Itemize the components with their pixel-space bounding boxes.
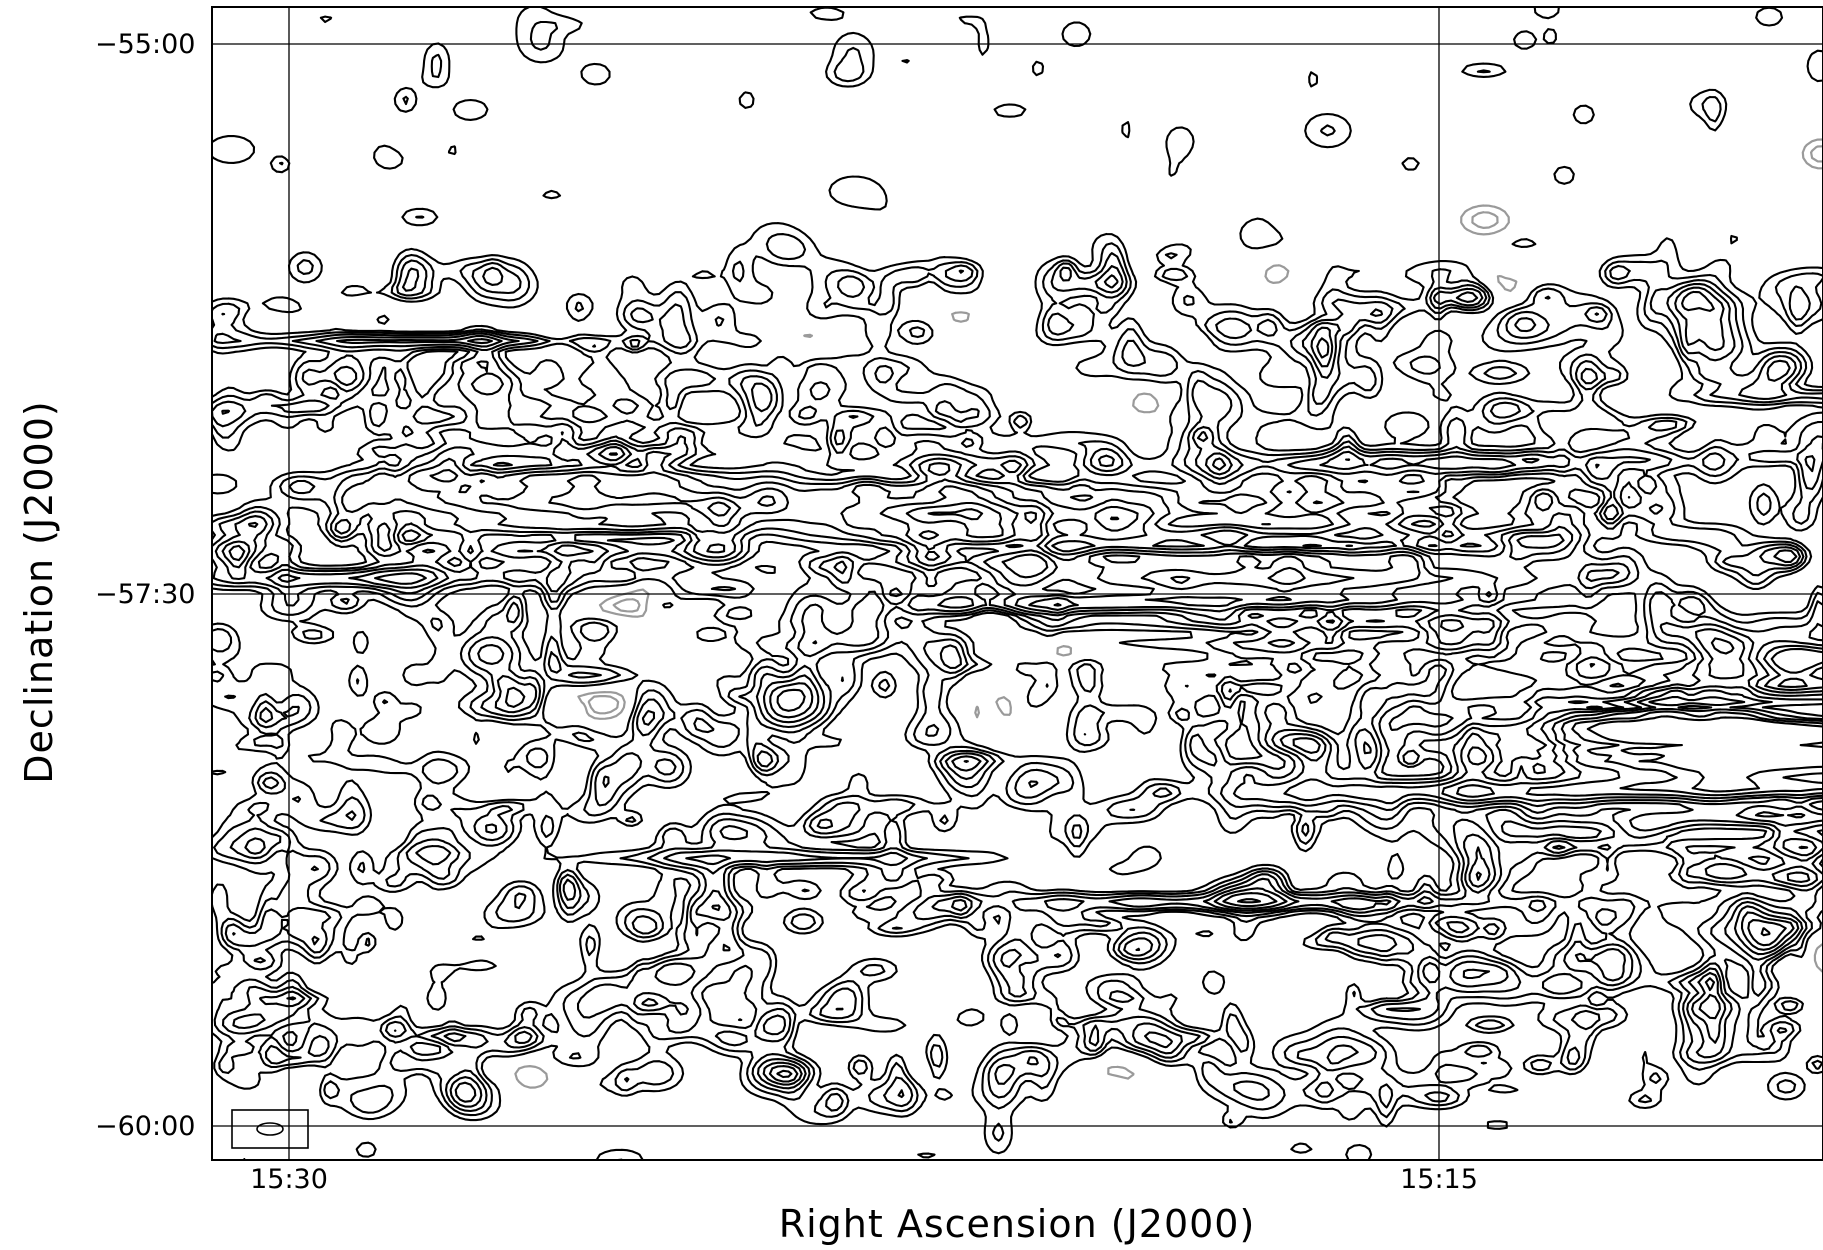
y-tick-label-dec-60: −60:00 [95,1111,195,1142]
y-tick-label-dec-57-30: −57:30 [95,579,195,610]
beam-ellipse [256,1122,284,1136]
beam-marker [231,1109,309,1149]
positive-contour-level-4 [214,265,1823,1108]
y-tick-label-dec-55: −55:00 [95,29,195,60]
positive-contour-level-8 [707,501,1823,937]
positive-contour-level-5 [221,274,1823,1103]
x-tick-label-ra-15-15: 15:15 [1400,1164,1478,1195]
y-axis-title: Declination (J2000) [17,400,61,783]
coordinate-grid [212,7,1823,1160]
x-axis-title: Right Ascension (J2000) [779,1202,1256,1246]
positive-contour-level-2 [212,20,1823,1160]
x-tick-label-ra-15-30: 15:30 [250,1164,328,1195]
positive-contour-level-9 [927,508,1823,793]
positive-contour-level-1 [212,7,1823,1160]
plot-frame [211,6,1823,1161]
positive-contour-level-7 [548,452,1823,1079]
negative-contour-level-2 [587,145,1823,715]
positive-contour-level-3 [212,252,1823,1113]
contour-layer [212,7,1823,1160]
beam-box [231,1109,309,1149]
negative-contour-level-1 [514,138,1823,1089]
positive-contour-level-6 [228,290,1823,1083]
